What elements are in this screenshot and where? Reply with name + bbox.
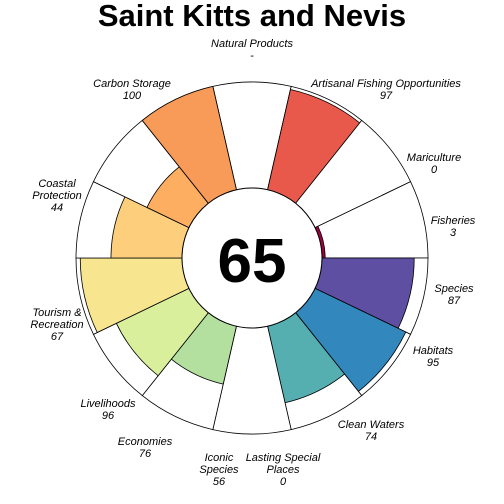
- name-label-tourism-and-recreation: Recreation: [30, 319, 83, 331]
- name-label-tourism-and-recreation: Tourism &: [32, 307, 81, 319]
- name-label-carbon-storage: Carbon Storage: [93, 78, 171, 90]
- value-label-lasting-special-places: 0: [280, 476, 287, 488]
- name-label-clean-waters: Clean Waters: [338, 419, 405, 431]
- value-label-fisheries: 3: [450, 227, 457, 239]
- label-mariculture: Mariculture 0: [407, 152, 461, 176]
- label-habitats: Habitats 95: [413, 345, 454, 369]
- petal-labels-group: Natural Products - Artisanal Fishing Oppor…: [30, 38, 475, 488]
- label-livelihoods: Livelihoods 96: [80, 398, 136, 422]
- value-label-mariculture: 0: [431, 164, 438, 176]
- name-label-iconic-species: Iconic: [205, 452, 234, 464]
- name-label-fisheries: Fisheries: [431, 215, 476, 227]
- label-fisheries: Fisheries 3: [431, 215, 476, 239]
- petals-group: [75, 81, 429, 435]
- value-label-natural-products: -: [250, 50, 254, 62]
- label-clean-waters: Clean Waters 74: [338, 419, 405, 443]
- value-label-coastal-protection: 44: [51, 202, 63, 214]
- name-label-lasting-special-places: Places: [266, 464, 300, 476]
- name-label-iconic-species: Species: [199, 464, 239, 476]
- center-circle: [181, 187, 323, 329]
- center-score: 65: [218, 227, 287, 296]
- label-artisanal-fishing-opportunities: Artisanal Fishing Opportunities 97: [310, 78, 461, 102]
- label-economies: Economies 76: [118, 436, 173, 460]
- name-label-lasting-special-places: Lasting Special: [246, 452, 321, 464]
- label-iconic-species: Iconic Species 56: [199, 452, 239, 488]
- label-lasting-special-places: Lasting Special Places 0: [246, 452, 321, 488]
- value-label-species: 87: [448, 295, 461, 307]
- name-label-coastal-protection: Coastal: [38, 178, 76, 190]
- value-label-clean-waters: 74: [365, 431, 377, 443]
- name-label-economies: Economies: [118, 436, 173, 448]
- label-natural-products: Natural Products -: [211, 38, 293, 62]
- value-label-artisanal-fishing-opportunities: 97: [380, 90, 393, 102]
- label-coastal-protection: Coastal Protection 44: [32, 178, 82, 214]
- label-species: Species 87: [434, 283, 474, 307]
- value-label-livelihoods: 96: [102, 410, 115, 422]
- label-tourism-and-recreation: Tourism & Recreation 67: [30, 307, 83, 343]
- name-label-livelihoods: Livelihoods: [80, 398, 136, 410]
- chart-title: Saint Kitts and Nevis: [98, 0, 406, 33]
- name-label-coastal-protection: Protection: [32, 190, 82, 202]
- name-label-mariculture: Mariculture: [407, 152, 461, 164]
- label-carbon-storage: Carbon Storage 100: [93, 78, 171, 102]
- value-label-economies: 76: [139, 448, 152, 460]
- value-label-tourism-and-recreation: 67: [51, 331, 64, 343]
- name-label-species: Species: [434, 283, 474, 295]
- name-label-habitats: Habitats: [413, 345, 454, 357]
- value-label-iconic-species: 56: [213, 476, 226, 488]
- value-label-carbon-storage: 100: [123, 90, 142, 102]
- name-label-artisanal-fishing-opportunities: Artisanal Fishing Opportunities: [310, 78, 461, 90]
- name-label-natural-products: Natural Products: [211, 38, 293, 50]
- value-label-habitats: 95: [427, 357, 440, 369]
